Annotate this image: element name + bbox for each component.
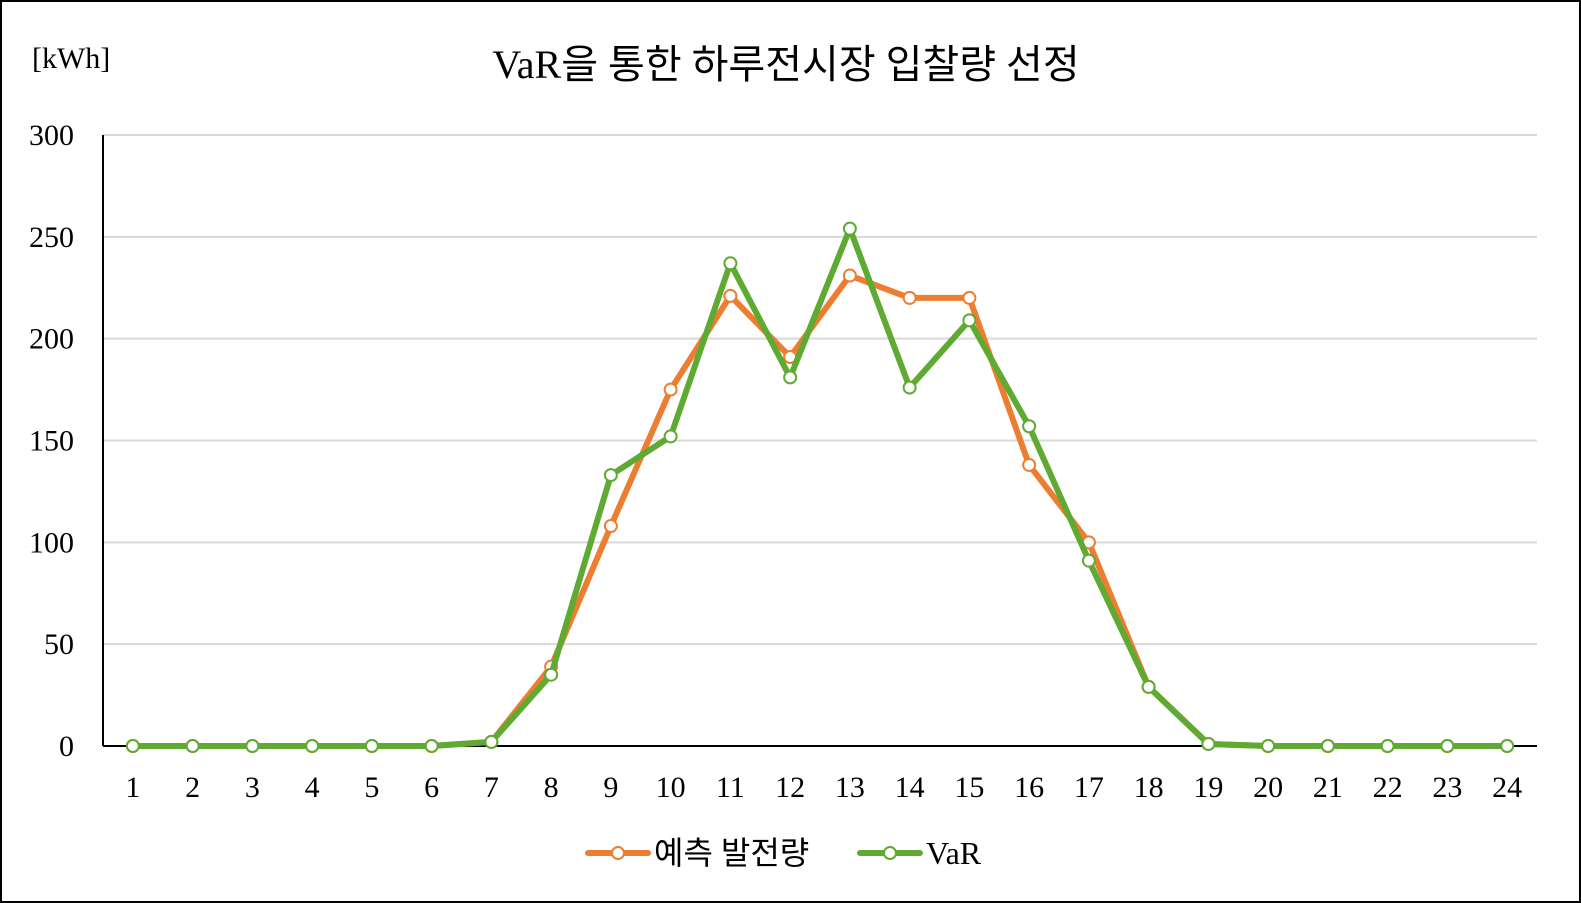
data-point-marker (723, 288, 738, 303)
y-tick-label: 200 (29, 323, 74, 356)
y-tick-label: 300 (29, 119, 74, 152)
series-line (129, 272, 1511, 749)
data-point-marker (1380, 739, 1395, 753)
x-tick-label: 4 (305, 771, 320, 804)
x-tick-label: 3 (245, 771, 260, 804)
data-point-marker (125, 739, 140, 753)
x-tick-label: 23 (1432, 771, 1462, 804)
x-tick-label: 5 (364, 771, 379, 804)
data-point-marker (962, 290, 977, 305)
x-tick-label: 19 (1193, 771, 1223, 804)
chart-title: VaR을 통한 하루전시장 입찰량 선정 (492, 42, 1079, 87)
data-point-marker (1500, 739, 1515, 753)
x-tick-labels: 1 2 3 4 5 6 7 8 9 10 11 12 13 14 15 16 17 18 19 20 21 22 23 24 (125, 771, 1522, 804)
x-tick-label: 18 (1134, 771, 1164, 804)
data-point-marker (544, 667, 559, 682)
x-tick-label: 14 (895, 771, 925, 804)
data-point-marker (603, 519, 618, 534)
data-point-marker (1201, 736, 1216, 751)
series-2 (125, 221, 1515, 753)
series-lines (125, 221, 1515, 753)
data-point-marker (1081, 553, 1096, 568)
x-tick-label: 15 (954, 771, 984, 804)
data-point-marker (902, 290, 917, 305)
y-tick-label: 0 (59, 730, 74, 763)
grid-lines (103, 134, 1537, 646)
legend-label: 예측 발전량 (654, 835, 809, 871)
y-tick-label: 100 (29, 526, 74, 559)
series-line (129, 225, 1511, 749)
x-tick-label: 17 (1074, 771, 1104, 804)
x-tick-label: 21 (1313, 771, 1343, 804)
x-tick-label: 10 (656, 771, 686, 804)
data-point-marker (842, 268, 857, 283)
data-point-marker (962, 313, 977, 328)
x-tick-label: 8 (544, 771, 559, 804)
x-tick-label: 6 (424, 771, 439, 804)
y-tick-labels: 0 50 100 150 200 250 300 (29, 119, 74, 763)
data-point-marker (245, 739, 260, 753)
data-point-marker (842, 221, 857, 236)
x-tick-label: 2 (185, 771, 200, 804)
data-point-marker (364, 739, 379, 753)
legend-swatch-marker (611, 846, 625, 860)
data-point-marker (663, 382, 678, 397)
data-point-marker (723, 256, 738, 271)
data-point-marker (1022, 419, 1037, 434)
data-point-marker (603, 468, 618, 483)
data-point-marker (424, 739, 439, 753)
x-tick-label: 12 (775, 771, 805, 804)
x-tick-label: 13 (835, 771, 865, 804)
data-point-marker (484, 734, 499, 749)
legend[interactable]: 예측 발전량 VaR (585, 835, 982, 871)
x-tick-label: 22 (1373, 771, 1403, 804)
y-unit-label: [kWh] (32, 42, 110, 75)
x-tick-label: 20 (1253, 771, 1283, 804)
data-point-marker (1141, 679, 1156, 694)
legend-item-1[interactable]: 예측 발전량 (585, 835, 809, 871)
x-tick-label: 1 (125, 771, 140, 804)
data-point-marker (1261, 739, 1276, 753)
data-point-marker (1022, 457, 1037, 472)
y-tick-label: 250 (29, 221, 74, 254)
legend-item-2[interactable]: VaR (857, 835, 982, 871)
x-tick-label: 7 (484, 771, 499, 804)
x-tick-label: 11 (716, 771, 745, 804)
data-point-marker (305, 739, 320, 753)
x-tick-label: 24 (1492, 771, 1522, 804)
y-tick-label: 150 (29, 425, 74, 458)
x-tick-label: 9 (603, 771, 618, 804)
series-1 (125, 268, 1515, 753)
data-point-marker (1440, 739, 1455, 753)
data-point-marker (783, 370, 798, 385)
y-tick-label: 50 (44, 628, 74, 661)
data-point-marker (185, 739, 200, 753)
data-point-marker (663, 429, 678, 444)
x-tick-label: 16 (1014, 771, 1044, 804)
legend-label: VaR (926, 835, 982, 871)
data-point-marker (902, 380, 917, 395)
data-point-marker (1320, 739, 1335, 753)
legend-swatch-marker (883, 846, 897, 860)
